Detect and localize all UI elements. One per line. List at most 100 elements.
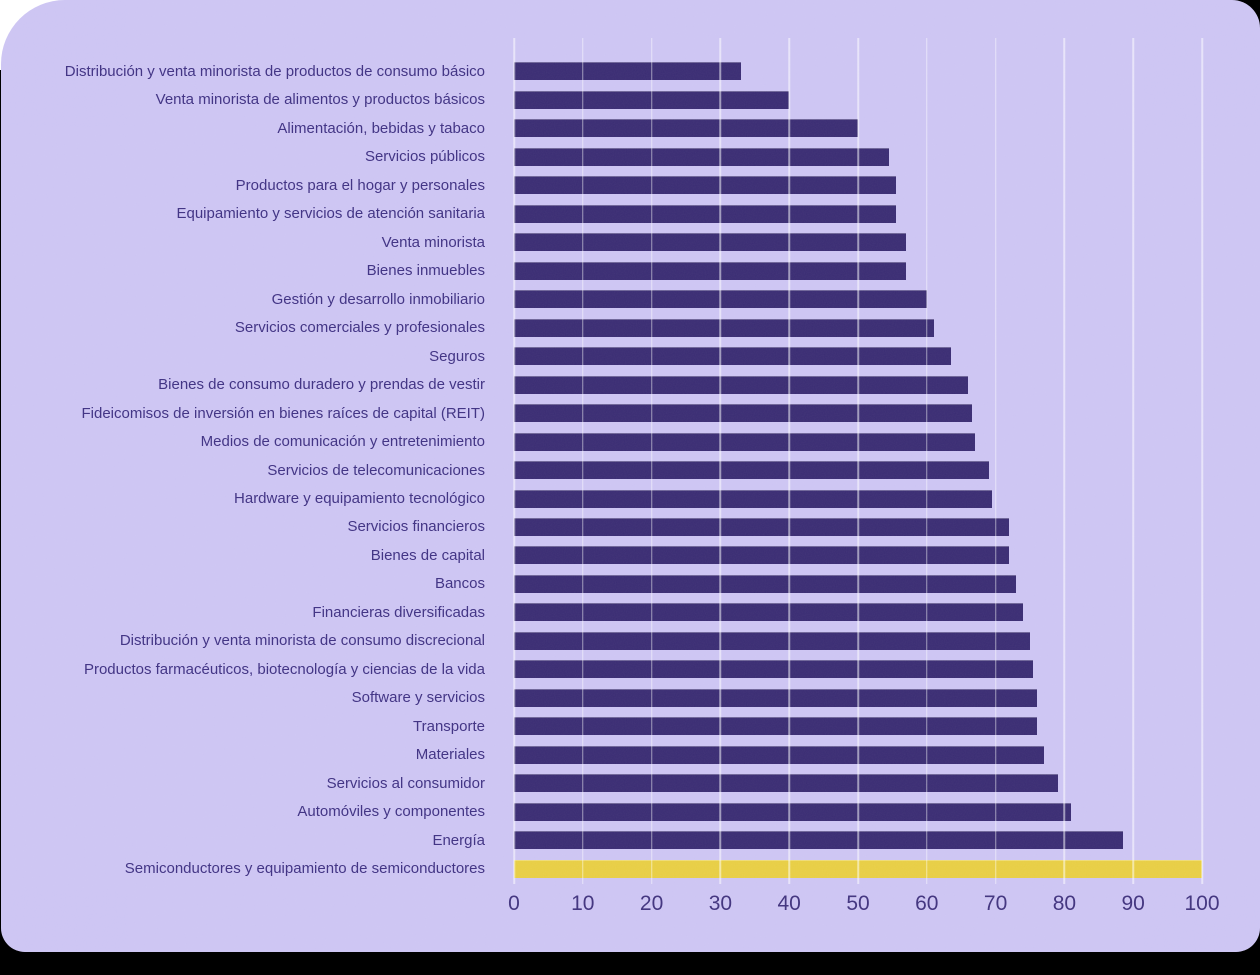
category-label: Servicios al consumidor bbox=[326, 774, 485, 792]
bar-track bbox=[514, 774, 1202, 793]
category-label: Servicios públicos bbox=[364, 148, 485, 166]
bar bbox=[514, 546, 1010, 565]
bar-track bbox=[514, 546, 1202, 565]
x-tick-label: 80 bbox=[1052, 892, 1077, 915]
bar bbox=[514, 62, 742, 81]
category-label: Venta minorista de alimentos y productos… bbox=[155, 91, 485, 109]
chart-row: Automóviles y componentes bbox=[1, 798, 1202, 826]
bar bbox=[514, 802, 1072, 821]
bar-track bbox=[514, 176, 1202, 195]
chart-row: Software y servicios bbox=[1, 684, 1202, 712]
bar bbox=[514, 688, 1037, 707]
x-tick-label: 10 bbox=[571, 892, 595, 915]
category-label: Transporte bbox=[413, 717, 485, 735]
category-label: Alimentación, bebidas y tabaco bbox=[277, 119, 485, 137]
x-tick-label: 0 bbox=[508, 892, 520, 915]
bar-track bbox=[514, 461, 1202, 480]
category-label: Bienes de consumo duradero y prendas de … bbox=[158, 376, 485, 394]
bar bbox=[514, 147, 889, 166]
chart-row: Servicios al consumidor bbox=[1, 769, 1202, 797]
chart-card: Distribución y venta minorista de produc… bbox=[1, 0, 1260, 952]
bar-track bbox=[514, 802, 1202, 821]
bar bbox=[514, 347, 951, 366]
chart-row: Transporte bbox=[1, 712, 1202, 740]
bar bbox=[514, 432, 975, 451]
chart-row: Gestión y desarrollo inmobiliario bbox=[1, 285, 1202, 313]
bar-track bbox=[514, 631, 1202, 650]
x-tick-label: 90 bbox=[1121, 892, 1145, 915]
bar bbox=[514, 660, 1034, 679]
bar-track bbox=[514, 489, 1202, 508]
chart-row: Productos farmacéuticos, biotecnología y… bbox=[1, 655, 1202, 683]
chart-row: Bancos bbox=[1, 570, 1202, 598]
category-label: Venta minorista bbox=[381, 233, 485, 251]
bar-track bbox=[514, 745, 1202, 764]
category-label: Bienes de capital bbox=[370, 546, 485, 564]
chart-row: Venta minorista bbox=[1, 228, 1202, 256]
chart-row: Servicios comerciales y profesionales bbox=[1, 313, 1202, 341]
bar-track bbox=[514, 204, 1202, 223]
chart-row: Medios de comunicación y entretenimiento bbox=[1, 427, 1202, 455]
x-axis: 0 10 20 30 40 50 60 70 80 90 100 bbox=[508, 892, 1219, 928]
bar-track bbox=[514, 119, 1202, 138]
chart-row: Distribución y venta minorista de consum… bbox=[1, 627, 1202, 655]
bar-track bbox=[514, 62, 1202, 81]
category-label: Medios de comunicación y entretenimiento bbox=[200, 433, 485, 451]
bar-track bbox=[514, 147, 1202, 166]
bar-highlighted bbox=[514, 859, 1202, 878]
bar bbox=[514, 745, 1044, 764]
bar-track bbox=[514, 375, 1202, 394]
bar bbox=[514, 204, 896, 223]
bar bbox=[514, 318, 934, 337]
bar bbox=[514, 717, 1037, 736]
x-tick-label: 60 bbox=[915, 892, 939, 915]
bar bbox=[514, 176, 896, 195]
x-tick-label: 20 bbox=[639, 892, 664, 915]
category-label: Servicios de telecomunicaciones bbox=[267, 461, 485, 479]
bar bbox=[514, 831, 1123, 850]
bar-track bbox=[514, 517, 1202, 536]
bar bbox=[514, 375, 969, 394]
bar-track bbox=[514, 347, 1202, 366]
bar-track bbox=[514, 432, 1202, 451]
category-label: Servicios financieros bbox=[347, 518, 485, 536]
bar-track bbox=[514, 574, 1202, 593]
category-label: Servicios comerciales y profesionales bbox=[234, 319, 485, 337]
bar-track bbox=[514, 261, 1202, 280]
x-tick-label: 50 bbox=[846, 892, 870, 915]
bar-track bbox=[514, 859, 1202, 878]
chart-row: Bienes de consumo duradero y prendas de … bbox=[1, 370, 1202, 398]
category-label: Materiales bbox=[415, 746, 485, 764]
chart-row: Seguros bbox=[1, 342, 1202, 370]
chart-row: Hardware y equipamiento tecnológico bbox=[1, 484, 1202, 512]
chart-row: Bienes de capital bbox=[1, 541, 1202, 569]
bar bbox=[514, 90, 790, 109]
category-label: Software y servicios bbox=[351, 689, 485, 707]
bar-track bbox=[514, 717, 1202, 736]
category-label: Bancos bbox=[434, 575, 485, 593]
chart-row: Energía bbox=[1, 826, 1202, 854]
bar bbox=[514, 119, 858, 138]
bar-track bbox=[514, 688, 1202, 707]
x-tick-label: 70 bbox=[983, 892, 1008, 915]
chart-row: Servicios públicos bbox=[1, 142, 1202, 170]
bar-track bbox=[514, 603, 1202, 622]
category-label: Distribución y venta minorista de consum… bbox=[119, 632, 485, 650]
category-label: Energía bbox=[432, 831, 485, 849]
category-label: Productos para el hogar y personales bbox=[235, 176, 485, 194]
bar-track bbox=[514, 233, 1202, 252]
category-label: Distribución y venta minorista de produc… bbox=[64, 62, 485, 80]
bar-track bbox=[514, 660, 1202, 679]
chart-row: Venta minorista de alimentos y productos… bbox=[1, 85, 1202, 113]
bar bbox=[514, 290, 927, 309]
bar-track bbox=[514, 290, 1202, 309]
chart-row: Alimentación, bebidas y tabaco bbox=[1, 114, 1202, 142]
chart-row: Materiales bbox=[1, 741, 1202, 769]
bar-track bbox=[514, 831, 1202, 850]
bar-track bbox=[514, 90, 1202, 109]
chart-row: Equipamiento y servicios de atención san… bbox=[1, 199, 1202, 227]
chart-row: Servicios de telecomunicaciones bbox=[1, 456, 1202, 484]
bar bbox=[514, 489, 993, 508]
category-label: Semiconductores y equipamiento de semico… bbox=[124, 860, 485, 878]
